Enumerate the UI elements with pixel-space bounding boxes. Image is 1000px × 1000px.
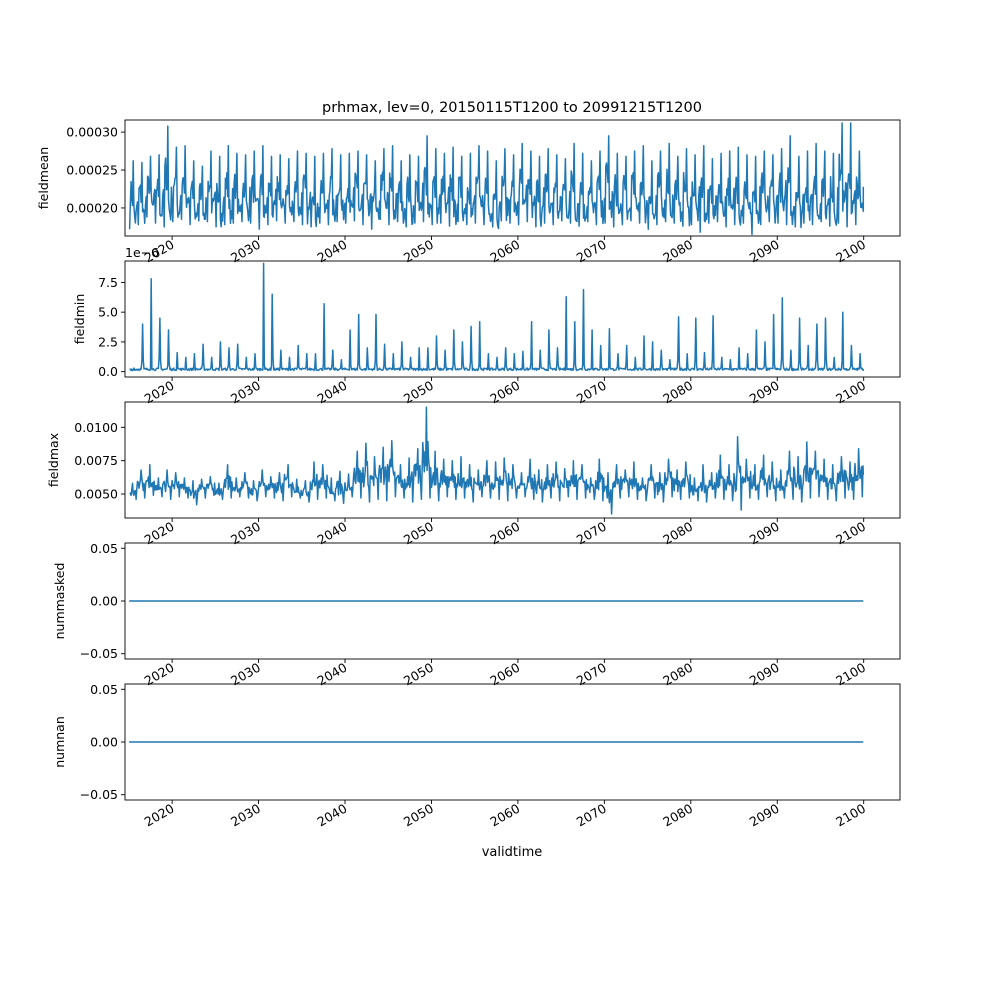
y-tick-label: −0.05: [80, 646, 118, 661]
y-axis-label: fieldmin: [72, 294, 87, 345]
series-line-fieldmean: [128, 122, 865, 236]
y-axis-label: numnan: [52, 716, 67, 768]
y-axis-label: fieldmax: [46, 433, 61, 487]
series-line-fieldmax: [129, 406, 865, 515]
axes-frame: [124, 260, 901, 378]
y-tick-label: 0.05: [90, 682, 118, 697]
y-axis-label: nummasked: [52, 563, 67, 640]
y-offset-label: 1e−6: [125, 245, 159, 260]
y-tick-label: 0.05: [90, 541, 118, 556]
y-tick-label: 5.0: [98, 305, 118, 320]
y-tick-label: 0.0075: [74, 453, 118, 468]
y-tick-label: 0.0100: [74, 420, 118, 435]
series-line-fieldmin: [129, 262, 865, 372]
y-tick-label: 7.5: [98, 275, 118, 290]
y-tick-label: 0.00025: [66, 163, 118, 178]
y-axis-label: fieldmean: [36, 147, 51, 209]
y-tick-label: 0.00030: [66, 125, 118, 140]
y-tick-label: 0.00020: [66, 200, 118, 215]
y-tick-label: 0.00: [90, 735, 118, 750]
y-tick-label: 0.0050: [74, 487, 118, 502]
y-tick-label: 0.00: [90, 594, 118, 609]
y-tick-label: 0.0: [98, 364, 118, 379]
x-axis-label: validtime: [482, 845, 543, 860]
figure-title: prhmax, lev=0, 20150115T1200 to 20991215…: [322, 100, 702, 116]
axes-frame: [124, 401, 901, 519]
y-tick-label: −0.05: [80, 787, 118, 802]
axes-frame: [124, 119, 901, 237]
y-tick-label: 2.5: [98, 334, 118, 349]
